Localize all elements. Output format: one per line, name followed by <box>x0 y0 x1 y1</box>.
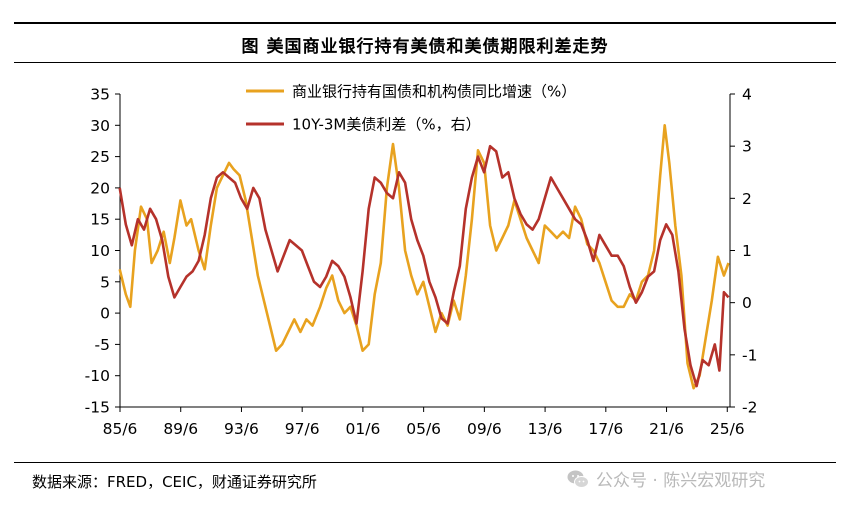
left-tick-label: -15 <box>85 399 110 417</box>
left-tick-label: 25 <box>90 148 110 166</box>
left-tick-label: 0 <box>100 305 110 323</box>
series-line-yield-spread <box>118 144 730 388</box>
right-tick-label: 4 <box>742 86 752 104</box>
left-tick-label: 5 <box>100 273 110 291</box>
right-tick-label: -1 <box>742 346 757 364</box>
right-tick-label: 1 <box>742 242 752 260</box>
x-tick-label: 25/6 <box>710 420 745 438</box>
footer-divider <box>14 462 836 463</box>
x-tick-label: 05/6 <box>406 420 441 438</box>
source-note: 数据来源：FRED，CEIC，财通证券研究所 <box>32 473 317 491</box>
right-tick-label: -2 <box>742 399 757 417</box>
left-tick-label: 15 <box>90 211 110 229</box>
right-tick-label: 2 <box>742 190 752 208</box>
legend-label: 10Y-3M美债利差（%，右） <box>292 116 481 134</box>
x-tick-label: 93/6 <box>224 420 259 438</box>
x-tick-label: 01/6 <box>346 420 381 438</box>
right-tick-label: 0 <box>742 294 752 312</box>
watermark: 公众号 · 陈兴宏观研究 <box>566 466 765 491</box>
left-tick-label: -10 <box>85 367 110 385</box>
left-tick-label: 35 <box>90 86 110 104</box>
x-tick-label: 89/6 <box>163 420 198 438</box>
left-tick-label: -5 <box>95 336 110 354</box>
title-bar: 图 美国商业银行持有美债和美债期限利差走势 <box>14 22 836 63</box>
x-tick-label: 97/6 <box>285 420 320 438</box>
x-tick-label: 21/6 <box>649 420 684 438</box>
right-tick-label: 3 <box>742 138 752 156</box>
watermark-text: 公众号 · 陈兴宏观研究 <box>596 471 766 491</box>
left-tick-label: 30 <box>90 117 110 135</box>
series-layer <box>118 124 730 390</box>
left-tick-label: 10 <box>90 242 110 260</box>
series-line-treasury-holdings <box>118 124 730 390</box>
legend-label: 商业银行持有国债和机构债同比增速（%） <box>292 83 576 101</box>
legend: 商业银行持有国债和机构债同比增速（%） 10Y-3M美债利差（%，右） <box>246 83 576 134</box>
x-tick-label: 17/6 <box>588 420 623 438</box>
x-tick-label: 85/6 <box>103 420 138 438</box>
x-tick-label: 09/6 <box>467 420 502 438</box>
chart-title: 图 美国商业银行持有美债和美债期限利差走势 <box>241 37 609 57</box>
x-tick-label: 13/6 <box>528 420 563 438</box>
left-tick-label: 20 <box>90 179 110 197</box>
wechat-icon <box>567 470 589 488</box>
